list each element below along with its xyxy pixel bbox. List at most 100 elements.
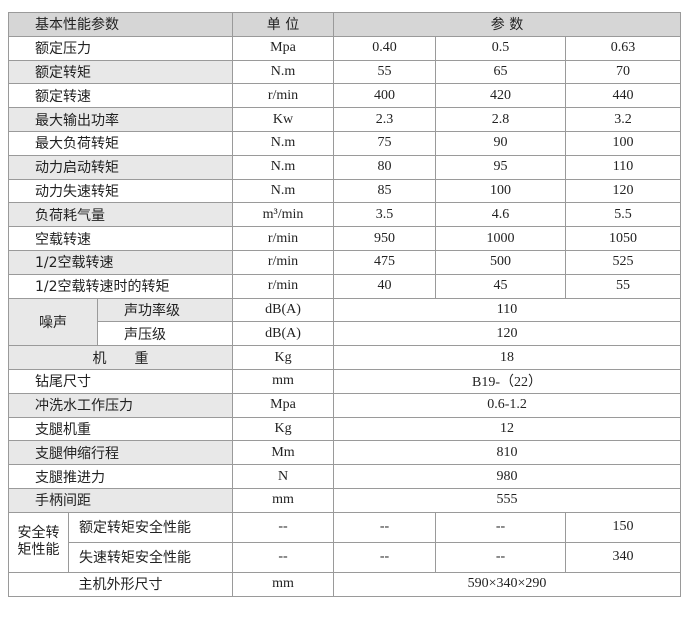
value: 0.6-1.2 [333,392,682,418]
table-row: 额定转矩 N.m 55 65 70 [7,59,682,85]
item-label: 机 重 [7,345,234,370]
unit: m³/min [232,202,335,228]
value: 3.5 [333,202,437,228]
value: -- [232,541,335,573]
table-row: 1/2空载转速 r/min 475 500 525 [7,249,682,275]
unit: r/min [232,249,335,275]
table-row: 1/2空载转速时的转矩 r/min 40 45 55 [7,273,682,299]
item-label: 额定转速 [7,83,234,109]
unit: r/min [232,273,335,299]
item-label: 钻尾尺寸 [7,368,234,394]
item-label: 最大负荷转矩 [7,130,234,156]
item-label: 额定压力 [7,35,234,61]
table-row: 额定转速 r/min 400 420 440 [7,83,682,109]
header-unit: 单 位 [232,12,335,37]
value: 110 [333,297,682,323]
item-label: 最大输出功率 [7,107,234,132]
sub-item-label: 额定转矩安全性能 [67,511,234,543]
value: 400 [333,83,437,109]
item-label: 负荷耗气量 [7,202,234,228]
value: 150 [565,511,682,543]
value: 950 [333,226,437,251]
group-label: 噪声 [8,297,98,347]
item-label: 1/2空载转速时的转矩 [7,273,234,299]
item-label: 额定转矩 [7,59,234,85]
unit: Kg [232,416,335,442]
value: 55 [565,273,682,299]
item-label: 空载转速 [7,226,234,251]
value: 12 [333,416,682,442]
value: -- [333,511,437,543]
value: B19-（22） [333,368,682,394]
value: 75 [333,130,437,156]
table-row: 失速转矩安全性能 -- -- -- 340 [9,541,682,573]
item-label: 动力失速转矩 [7,178,234,204]
table-row: 基本性能参数单 位参 数 [7,12,682,37]
value: 80 [333,154,437,180]
item-label: 1/2空载转速 [7,249,234,275]
table-row: 动力失速转矩 N.m 85 100 120 [7,178,682,204]
table-row: 最大负荷转矩 N.m 75 90 100 [7,130,682,156]
value: 65 [435,59,567,85]
value: 120 [333,321,682,347]
value: 2.8 [435,107,567,132]
value: 85 [333,178,437,204]
value: 4.6 [435,202,567,228]
table-row: 支腿推进力 N 980 [7,464,682,489]
unit: r/min [232,83,335,109]
unit: dB(A) [232,297,335,323]
item-label: 主机外形尺寸 [7,571,234,597]
value: 3.2 [565,107,682,132]
table-row: 额定压力 Mpa 0.40 0.5 0.63 [7,35,682,61]
sub-item-label: 失速转矩安全性能 [67,541,234,573]
header-params: 参 数 [333,12,682,37]
table-row: 安全转矩性能 额定转矩安全性能 -- -- -- 150 [8,511,682,573]
item-label: 冲洗水工作压力 [7,392,234,418]
value: 0.40 [333,35,437,61]
value: -- [435,541,567,573]
value: 70 [565,59,682,85]
value: 5.5 [565,202,682,228]
value: 500 [435,249,567,275]
value: -- [232,511,335,543]
value: 980 [333,464,682,489]
value: 45 [435,273,567,299]
table-row: 手柄间距 mm 555 [7,487,682,513]
table-body: 基本性能参数单 位参 数额定压力 Mpa 0.40 0.5 0.63 额定转矩 N.m 55 6… [7,12,682,597]
table-row: 噪声 声功率级 dB(A) 110 [8,297,682,347]
sub-item-label: 声功率级 [96,297,234,323]
unit: N [232,464,335,489]
table-row: 负荷耗气量 m³/min 3.5 4.6 5.5 [7,202,682,228]
value: 40 [333,273,437,299]
unit: Kg [232,345,335,370]
unit: dB(A) [232,321,335,347]
value: 18 [333,345,682,370]
header-item: 基本性能参数 [7,12,234,37]
value: 420 [435,83,567,109]
unit: N.m [232,154,335,180]
value: 340 [565,541,682,573]
table-row: 支腿机重 Kg 12 [7,416,682,442]
value: 95 [435,154,567,180]
table-row: 钻尾尺寸 mm B19-（22） [7,368,682,394]
table-row: 冲洗水工作压力 Mpa 0.6-1.2 [7,392,682,418]
table-row: 主机外形尺寸 mm 590×340×290 [7,571,682,597]
unit: mm [232,368,335,394]
unit: Mm [232,440,335,466]
unit: N.m [232,178,335,204]
table-row: 空载转速 r/min 950 1000 1050 [7,226,682,251]
table-row: 动力启动转矩 N.m 80 95 110 [7,154,682,180]
value: 1000 [435,226,567,251]
group-label: 安全转矩性能 [8,511,69,573]
value: 0.5 [435,35,567,61]
item-label: 支腿伸缩行程 [7,440,234,466]
unit: N.m [232,130,335,156]
spec-table: 基本性能参数单 位参 数额定压力 Mpa 0.40 0.5 0.63 额定转矩 N.m 55 6… [7,12,682,597]
item-label: 动力启动转矩 [7,154,234,180]
table-row: 声压级 dB(A) 120 [9,321,682,347]
unit: r/min [232,226,335,251]
value: 525 [565,249,682,275]
value: 120 [565,178,682,204]
unit: Mpa [232,392,335,418]
